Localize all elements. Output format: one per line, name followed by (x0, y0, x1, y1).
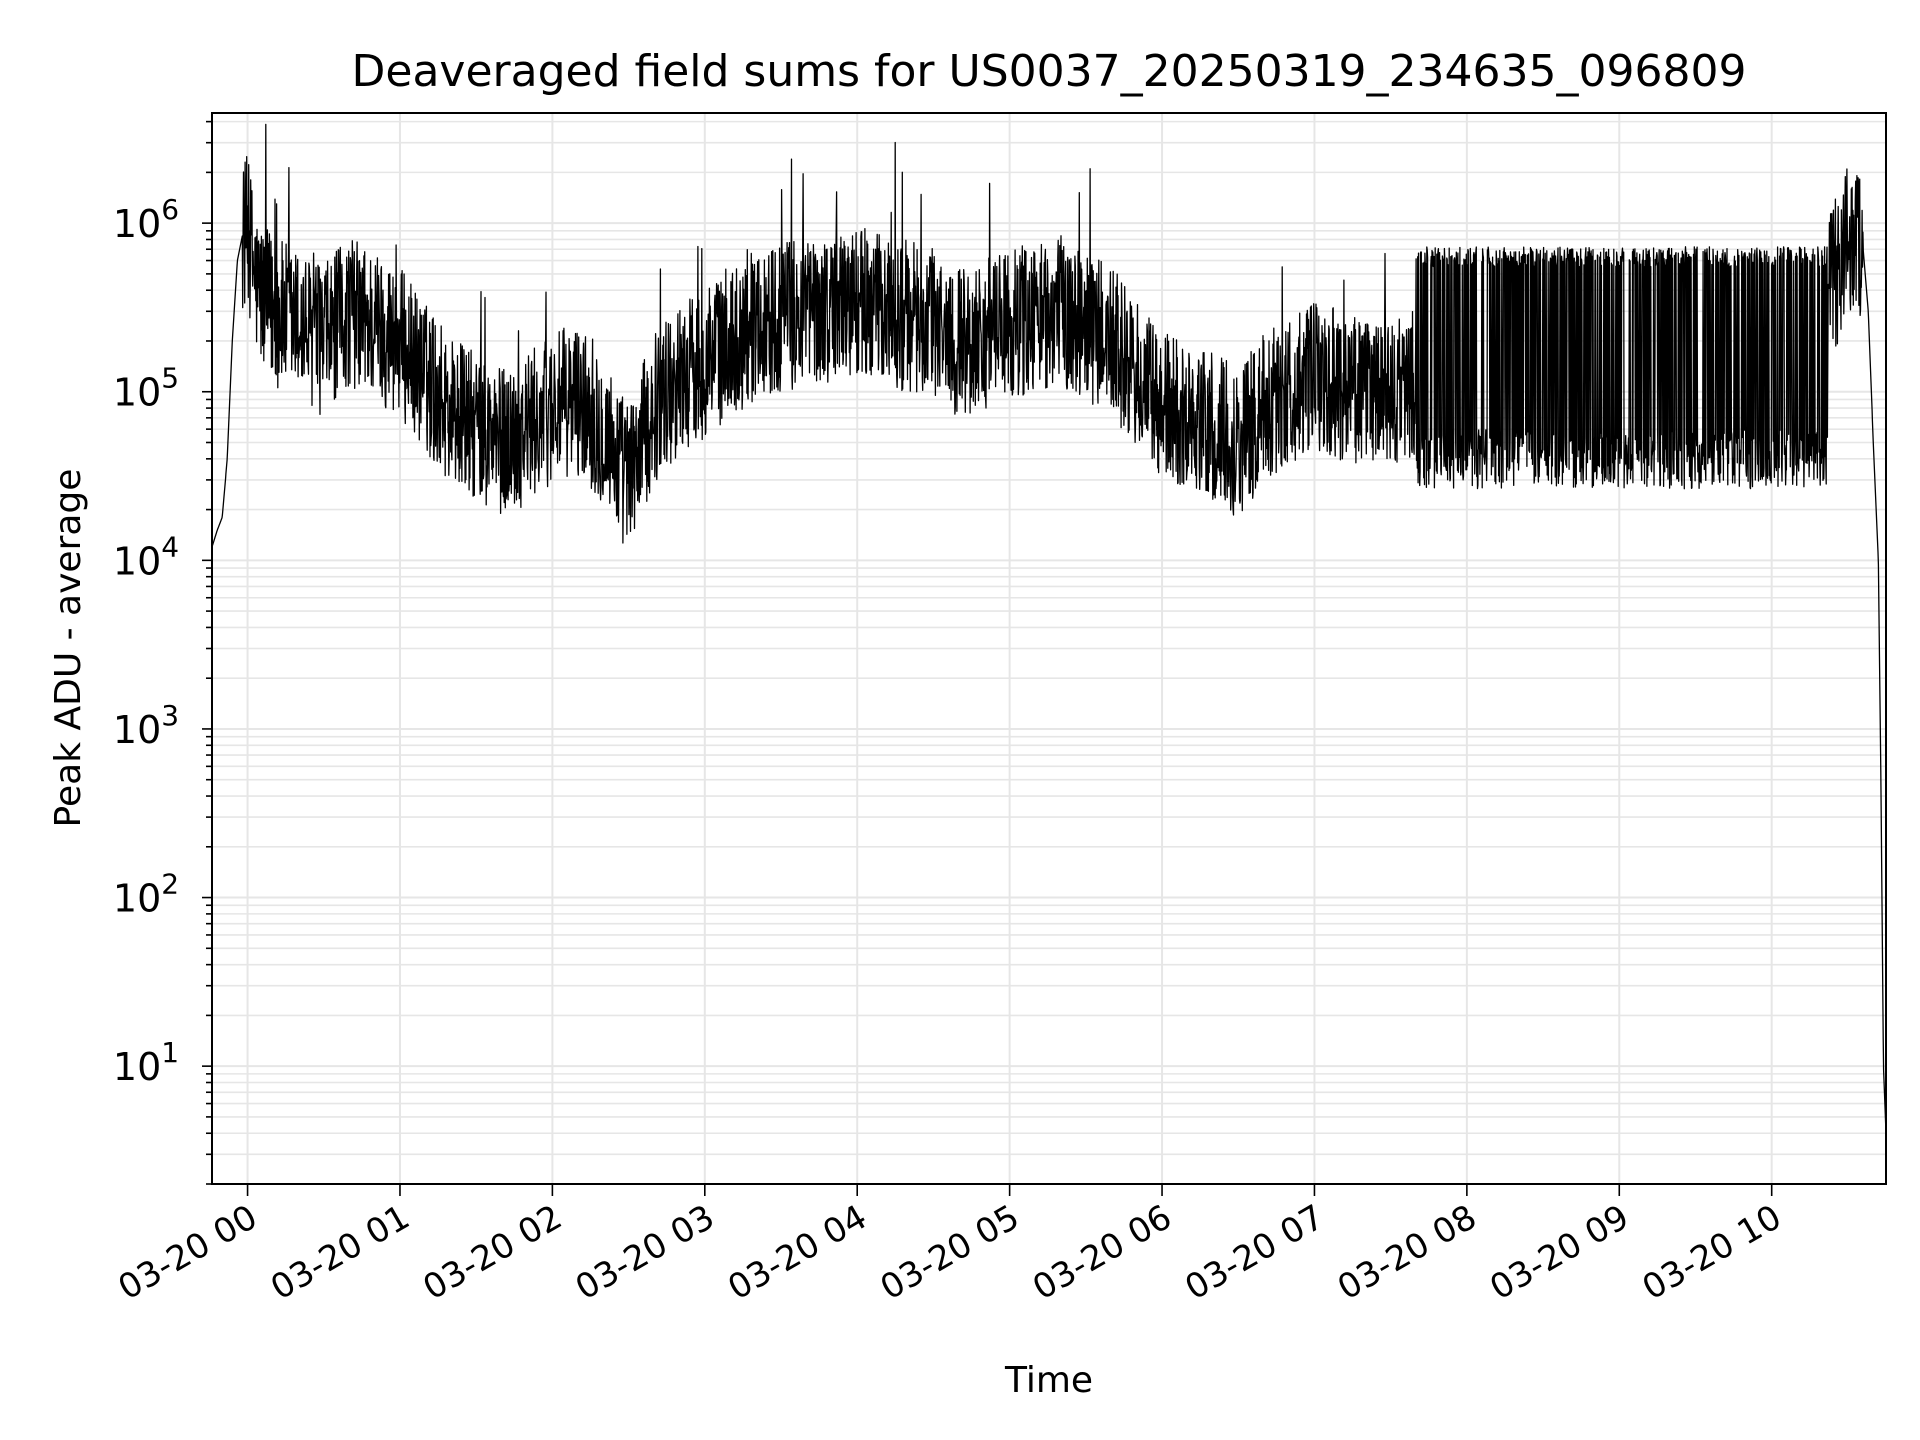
y-tick-label: 105 (113, 362, 179, 415)
y-tick-base: 10 (113, 202, 161, 246)
y-tick-label: 102 (113, 868, 179, 921)
series-layer (211, 123, 1887, 1134)
y-tick-exponent: 1 (161, 1036, 179, 1069)
y-tick-label: 104 (113, 530, 179, 583)
y-tick-exponent: 5 (161, 362, 179, 395)
y-tick-exponent: 4 (161, 530, 179, 563)
y-tick-exponent: 6 (161, 193, 179, 226)
y-axis-label: Peak ADU - average (48, 469, 89, 828)
y-tick-base: 10 (113, 708, 161, 752)
y-tick-exponent: 2 (161, 868, 179, 901)
y-tick-base: 10 (113, 877, 161, 921)
ticks-layer (202, 120, 1773, 1196)
series-line (211, 123, 1887, 1134)
chart-title: Deaveraged field sums for US0037_2025031… (352, 46, 1747, 97)
y-tick-label: 103 (113, 699, 179, 752)
x-axis-label: Time (1004, 1360, 1093, 1401)
y-tick-label: 101 (113, 1036, 179, 1089)
y-tick-exponent: 3 (161, 699, 179, 732)
y-tick-base: 10 (113, 1045, 161, 1089)
y-tick-base: 10 (113, 539, 161, 583)
y-tick-base: 10 (113, 371, 161, 415)
y-tick-label: 106 (113, 193, 179, 246)
